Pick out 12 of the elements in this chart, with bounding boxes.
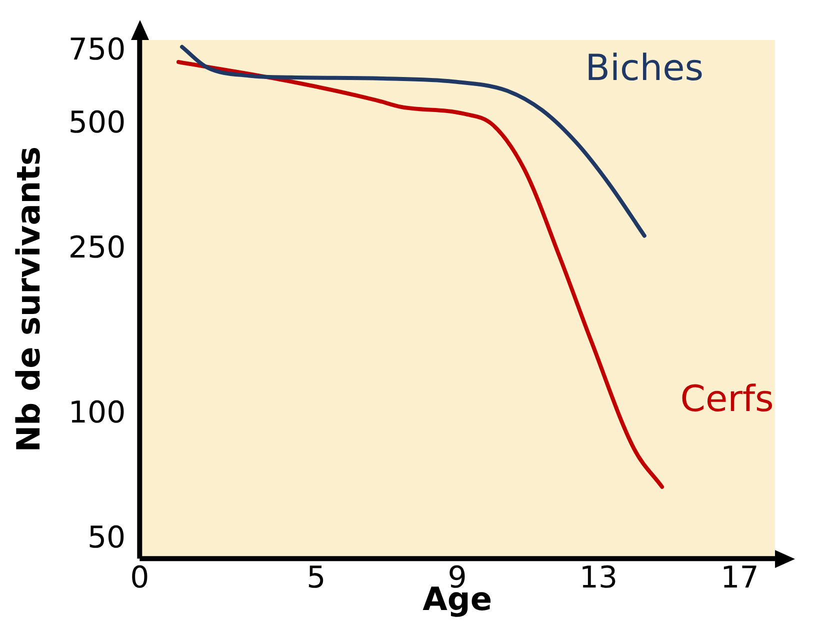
y-tick-label: 250 bbox=[68, 230, 126, 266]
x-tick-label: 17 bbox=[720, 560, 759, 596]
y-tick-label: 50 bbox=[87, 520, 126, 556]
y-tick-label: 500 bbox=[68, 105, 126, 140]
y-axis-title: Nb de survivants bbox=[10, 146, 48, 452]
y-tick-label: 100 bbox=[68, 396, 126, 431]
series-label: Biches bbox=[585, 48, 704, 90]
x-tick-label: 13 bbox=[579, 560, 618, 596]
x-tick-label: 0 bbox=[130, 560, 150, 596]
series-label: Cerfs bbox=[680, 379, 774, 420]
y-tick-label: 750 bbox=[68, 32, 126, 68]
x-tick-label: 5 bbox=[306, 560, 326, 596]
